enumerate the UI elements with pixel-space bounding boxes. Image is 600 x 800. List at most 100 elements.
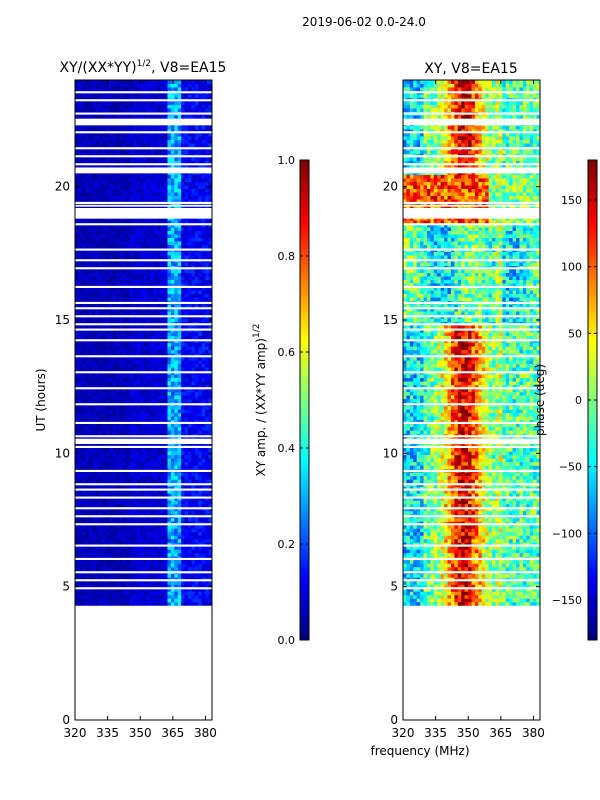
heatmap-cell	[181, 377, 185, 382]
heatmap-cell	[177, 594, 182, 599]
heatmap-cell	[164, 598, 168, 603]
heatmap-cell	[119, 423, 124, 428]
heatmap-cell	[81, 409, 86, 414]
heatmap-cell	[160, 423, 165, 428]
heatmap-cell	[164, 174, 168, 179]
heatmap-cell	[146, 360, 151, 365]
heatmap-cell	[198, 388, 203, 393]
heatmap-cell	[140, 230, 144, 235]
heatmap-cell	[181, 230, 185, 235]
heatmap-cell	[136, 486, 141, 491]
heatmap-cell	[75, 241, 79, 245]
heatmap-cell	[122, 349, 127, 354]
heatmap-cell	[174, 223, 179, 228]
heatmap-cell	[136, 542, 141, 547]
heatmap-cell	[205, 405, 209, 410]
heatmap-cell	[78, 223, 83, 228]
heatmap-cell	[116, 535, 120, 540]
heatmap-cell	[157, 223, 162, 228]
heatmap-cell	[150, 454, 155, 459]
heatmap-cell	[181, 244, 185, 249]
heatmap-cell	[160, 405, 165, 410]
heatmap-cell	[92, 475, 96, 480]
heatmap-cell	[198, 188, 203, 193]
heatmap-cell	[143, 181, 148, 186]
heatmap-cell	[105, 465, 110, 470]
heatmap-cell	[126, 195, 131, 200]
heatmap-cell	[150, 594, 155, 599]
heatmap-cell	[188, 188, 192, 193]
heatmap-cell	[109, 412, 114, 417]
heatmap-cell	[150, 332, 155, 337]
heatmap-cell	[105, 230, 110, 235]
heatmap-cell	[146, 251, 151, 256]
heatmap-cell	[164, 360, 168, 365]
heatmap-cell	[81, 199, 86, 203]
heatmap-cell	[181, 601, 185, 606]
heatmap-cell	[122, 223, 127, 228]
heatmap-cell	[160, 601, 165, 606]
heatmap-cell	[150, 251, 155, 256]
heatmap-cell	[177, 566, 182, 571]
heatmap-cell	[81, 262, 86, 267]
heatmap-cell	[208, 528, 213, 533]
heatmap-cell	[75, 423, 79, 428]
heatmap-cell	[188, 388, 192, 393]
heatmap-cell	[105, 472, 110, 477]
heatmap-cell	[146, 559, 151, 564]
heatmap-cell	[170, 276, 175, 281]
heatmap-cell	[205, 458, 209, 463]
heatmap-cell	[146, 563, 151, 568]
heatmap-cell	[109, 535, 114, 540]
heatmap-cell	[109, 584, 114, 589]
heatmap-cell	[198, 587, 203, 592]
heatmap-cell	[105, 423, 110, 428]
heatmap-cell	[157, 272, 162, 277]
heatmap-cell	[164, 549, 168, 554]
heatmap-cell	[88, 524, 93, 529]
heatmap-cell	[133, 461, 138, 466]
heatmap-cell	[160, 178, 165, 182]
heatmap-cell	[92, 409, 96, 414]
heatmap-cell	[88, 234, 93, 238]
heatmap-cell	[98, 584, 103, 589]
heatmap-cell	[160, 234, 165, 238]
heatmap-cell	[160, 454, 165, 459]
heatmap-cell	[205, 178, 209, 182]
heatmap-cell	[208, 279, 213, 284]
heatmap-cell	[105, 293, 110, 298]
heatmap-cell	[208, 199, 213, 203]
heatmap-cell	[181, 195, 185, 200]
heatmap-cell	[98, 538, 103, 543]
heatmap-cell	[133, 195, 138, 200]
heatmap-cell	[116, 447, 120, 452]
heatmap-cell	[167, 304, 172, 309]
heatmap-cell	[126, 230, 131, 235]
heatmap-cell	[126, 360, 131, 365]
heatmap-cell	[150, 472, 155, 477]
heatmap-cell	[122, 332, 127, 337]
heatmap-cell	[205, 297, 209, 302]
heatmap-cell	[157, 447, 162, 452]
heatmap-cell	[146, 388, 151, 393]
heatmap-cell	[75, 535, 79, 540]
heatmap-cell	[129, 486, 134, 491]
heatmap-cell	[167, 332, 172, 337]
heatmap-cell	[95, 377, 100, 382]
heatmap-cell	[126, 535, 131, 540]
heatmap-cell	[181, 227, 185, 231]
heatmap-cell	[75, 531, 79, 536]
heatmap-cell	[177, 549, 182, 554]
heatmap-cell	[177, 349, 182, 354]
heatmap-cell	[205, 601, 209, 606]
heatmap-cell	[181, 587, 185, 592]
heatmap-cell	[116, 272, 120, 277]
heatmap-cell	[157, 416, 162, 421]
heatmap-cell	[81, 580, 86, 585]
heatmap-cell	[198, 458, 203, 463]
heatmap-cell	[167, 475, 172, 480]
heatmap-cell	[184, 566, 189, 571]
heatmap-cell	[119, 398, 124, 403]
heatmap-cell	[146, 517, 151, 522]
heatmap-cell	[191, 598, 196, 603]
